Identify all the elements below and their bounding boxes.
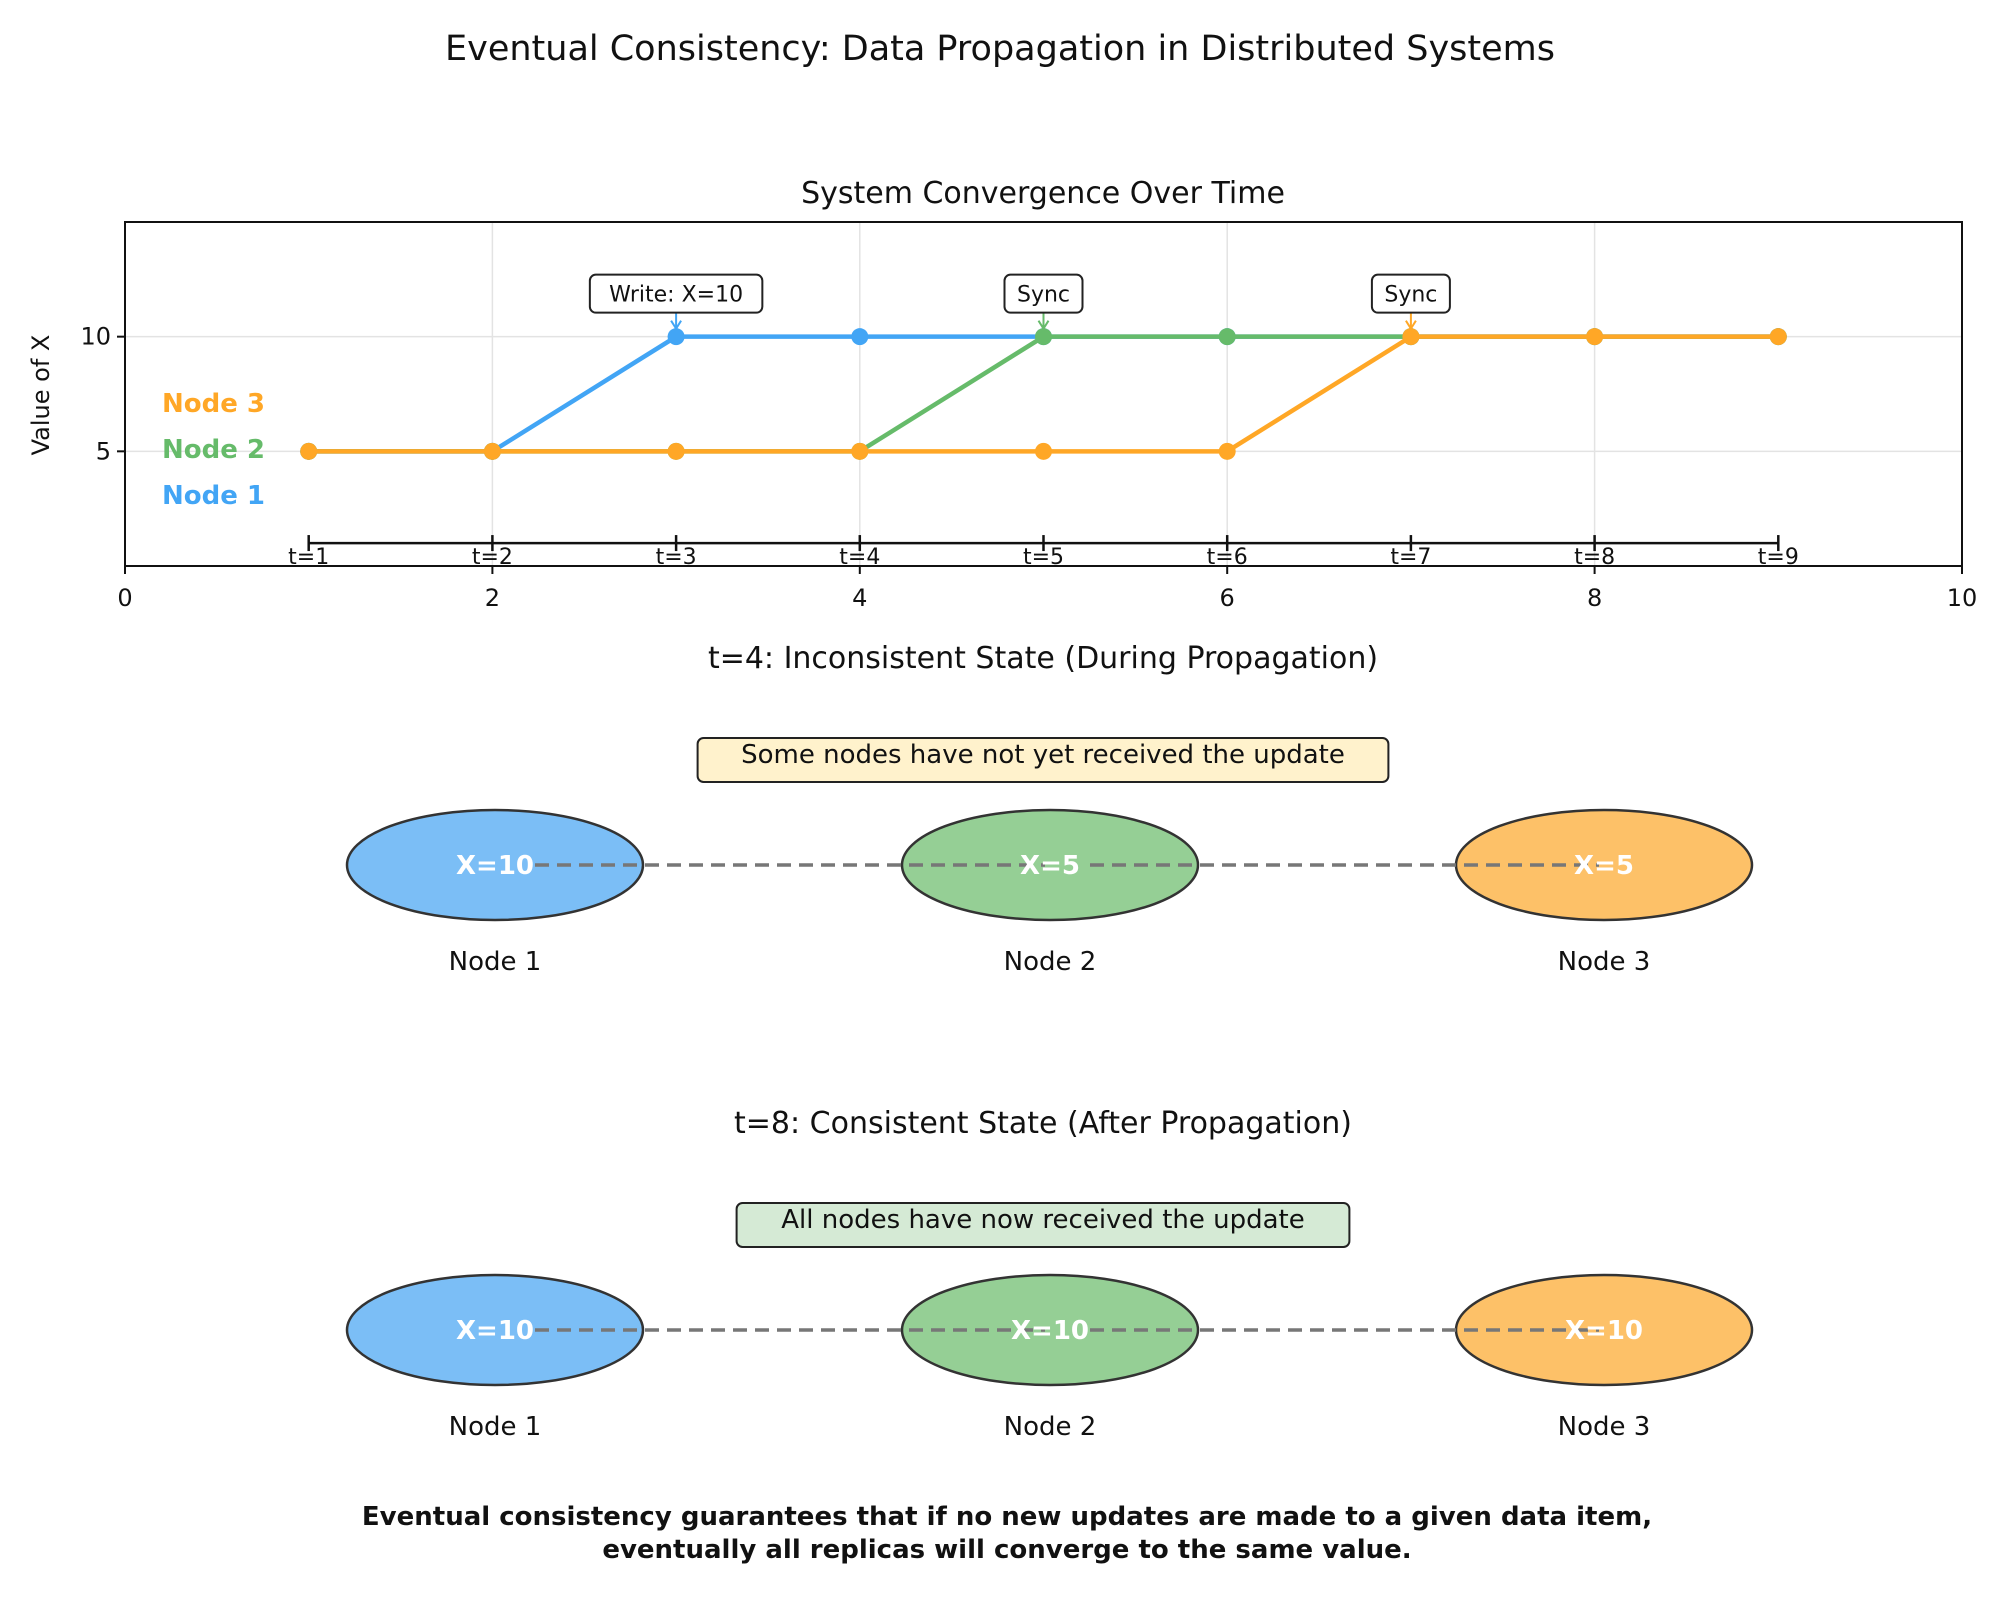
data-point-node-3 [1218,442,1236,460]
annotation-box [1003,273,1084,314]
node-value-3: X=10 [1565,1316,1643,1346]
annotation-box [1370,273,1451,314]
convergence-chart: System Convergence Over Time Value of X … [27,176,1977,612]
footnote-line-1: Eventual consistency guarantees that if … [362,1502,1652,1532]
series-line-node-1 [308,334,1779,454]
data-point-node-1 [667,328,685,346]
state-banner: All nodes have now received the update [781,1205,1305,1235]
x-tick-label: 4 [852,584,867,612]
annotation-arrowhead [1405,320,1417,331]
annotation-label: Sync [1384,283,1437,308]
data-point-node-3 [1035,442,1052,460]
x-tick-label: 10 [1947,584,1978,612]
state-panel-consistent: t=8: Consistent State (After Propagation… [345,1106,1754,1442]
chart-series [300,328,1787,460]
legend-entry-node-2: Node 2 [162,435,265,465]
chart-title: System Convergence Over Time [801,176,1285,211]
node-ellipse-2 [900,1273,1200,1387]
series-line-node-3 [308,334,1779,454]
node-name-2: Node 2 [1004,1412,1097,1442]
state-title: t=4: Inconsistent State (During Propagat… [708,641,1378,676]
chart-legend: Node 1 Node 2 Node 3 [162,389,265,511]
data-point-node-3 [483,442,501,460]
state-nodes: X=10 Node 1 X=5 Node 2 X=5 Node 3 [345,808,1754,977]
plot-frame [124,221,1963,567]
node-name-3: Node 3 [1558,1412,1651,1442]
data-point-node-3 [1769,328,1787,346]
y-tick-label: 5 [96,437,111,465]
x-tick-label: 6 [1220,584,1235,612]
x-tick-label: 8 [1587,584,1602,612]
node-ellipse-1 [345,1273,645,1387]
state-banner-box [696,737,1390,783]
x-tick-label: 2 [485,584,500,612]
timeline: t=1 t=2 t=3 t=4 t=5 t=6 t=7 t=8 t=9 [288,535,1799,570]
annotation-arrowhead [670,320,682,331]
data-point-node-2 [1218,328,1236,346]
series-line-node-2 [308,334,1779,454]
figure-title: Eventual Consistency: Data Propagation i… [445,29,1555,69]
y-tick-label: 10 [80,323,111,351]
data-point-node-3 [667,442,685,460]
annotation-label: Write: X=10 [609,283,743,308]
state-banner: Some nodes have not yet received the upd… [741,740,1345,770]
node-name-1: Node 1 [449,947,542,977]
node-value-3: X=5 [1574,851,1634,881]
node-name-3: Node 3 [1558,947,1651,977]
x-tick-label: 0 [117,584,132,612]
node-value-2: X=10 [1011,1316,1089,1346]
node-ellipse-1 [345,808,645,922]
annotation-box [588,273,764,314]
annotation-arrowhead [1037,320,1050,331]
state-panel-inconsistent: t=4: Inconsistent State (During Propagat… [345,641,1754,977]
state-title: t=8: Consistent State (After Propagation… [734,1106,1352,1141]
chart-grid [124,222,1963,566]
chart-annotations: Write: X=10 Sync Sync [588,273,1451,331]
node-value-1: X=10 [456,851,534,881]
data-point-node-3 [1586,328,1604,346]
state-banner-box [735,1202,1351,1248]
legend-entry-node-3: Node 3 [162,389,265,419]
node-value-1: X=10 [456,1316,534,1346]
node-name-1: Node 1 [449,1412,542,1442]
state-nodes: X=10 Node 1 X=10 Node 2 X=10 Node 3 [345,1273,1754,1442]
footnote-line-2: eventually all replicas will converge to… [602,1535,1411,1565]
annotation-label: Sync [1017,283,1070,308]
y-axis-label: Value of X [27,335,55,456]
data-point-node-3 [851,442,869,460]
node-ellipse-2 [900,808,1200,922]
axis-ticks: 0 2 4 6 8 10 5 10 [80,323,1977,612]
node-value-2: X=5 [1020,851,1080,881]
data-point-node-3 [1402,328,1420,346]
data-point-node-3 [300,442,318,460]
node-name-2: Node 2 [1004,947,1097,977]
legend-entry-node-1: Node 1 [162,481,265,511]
data-point-node-1 [851,328,869,346]
data-point-node-2 [1035,328,1052,346]
